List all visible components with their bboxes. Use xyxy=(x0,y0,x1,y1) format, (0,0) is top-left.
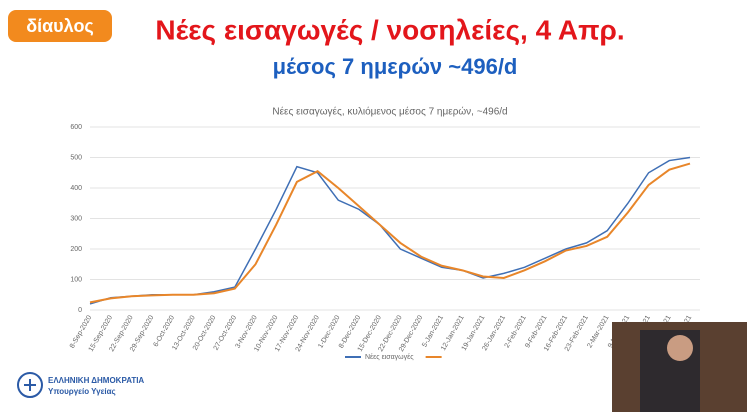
slide-subtitle: μέσος 7 ημερών ~496/d xyxy=(273,54,518,79)
legend-label: Νέες εισαγωγές xyxy=(365,353,414,361)
slide-title: Νέες εισαγωγές / νοσηλείες, 4 Απρ. xyxy=(155,14,624,45)
y-tick-label: 0 xyxy=(78,307,82,314)
series-line xyxy=(89,162,691,304)
logo-line2: Υπουργείο Υγείας xyxy=(48,387,116,396)
badge-box xyxy=(8,10,112,42)
logo-line1: ΕΛΛΗΝΙΚΗ ΔΗΜΟΚΡΑΤΙΑ xyxy=(48,376,144,385)
y-tick-label: 600 xyxy=(70,124,82,131)
y-tick-label: 200 xyxy=(70,246,82,253)
speaker-head xyxy=(667,335,693,361)
chart-title: Νέες εισαγωγές, κυλιόμενος μέσος 7 ημερώ… xyxy=(272,106,507,118)
y-tick-label: 500 xyxy=(70,154,82,161)
y-tick-label: 400 xyxy=(70,185,82,192)
logo-emblem xyxy=(17,372,43,398)
y-tick-label: 100 xyxy=(70,276,82,283)
y-tick-label: 300 xyxy=(70,215,82,222)
badge: δίαυλος xyxy=(26,16,94,36)
logo-cross xyxy=(24,379,36,391)
